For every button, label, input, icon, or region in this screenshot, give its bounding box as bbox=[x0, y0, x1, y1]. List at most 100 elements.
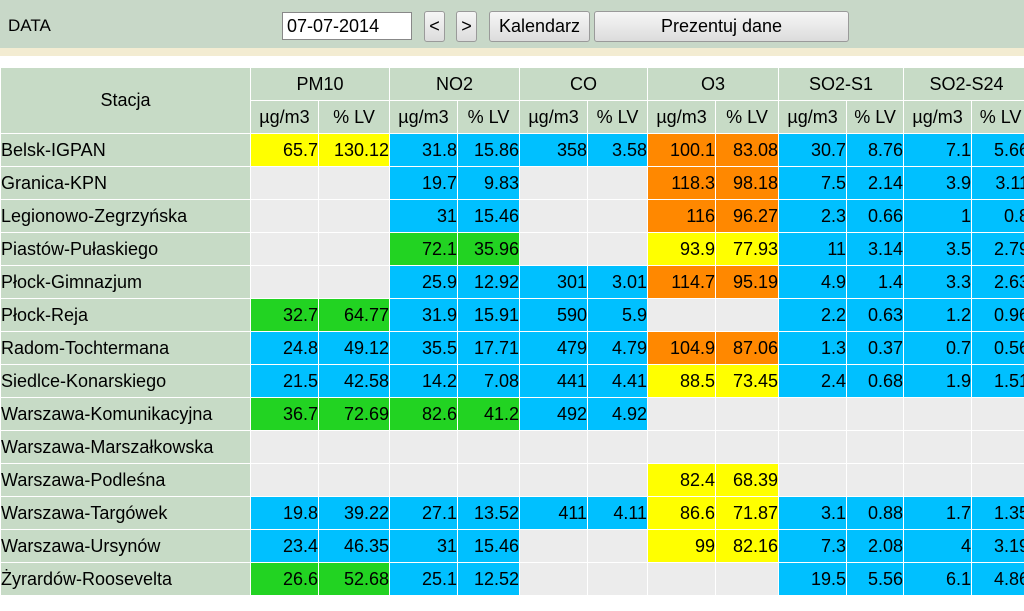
table-row: Warszawa-Targówek 19.8 39.22 27.1 13.52 411 4.… bbox=[0, 496, 1024, 530]
limit-percent-cell: 3.14 bbox=[846, 232, 905, 266]
limit-percent-cell bbox=[318, 166, 390, 200]
table-row: Siedlce-Konarskiego 21.5 42.58 14.2 7.08 441 4… bbox=[0, 364, 1024, 398]
unit-header: µg/m3 bbox=[647, 100, 717, 134]
concentration-cell bbox=[903, 397, 973, 431]
limit-percent-cell: 39.22 bbox=[318, 496, 390, 530]
station-name: Warszawa-Targówek bbox=[0, 496, 251, 530]
concentration-cell bbox=[519, 430, 589, 464]
unit-header: % LV bbox=[456, 100, 521, 134]
table-row: Warszawa-Podleśna 82.4 68.39 bbox=[0, 463, 1024, 497]
concentration-cell: 27.1 bbox=[389, 496, 458, 530]
unit-header: % LV bbox=[318, 100, 390, 134]
concentration-cell: 65.7 bbox=[250, 133, 319, 167]
limit-percent-cell: 42.58 bbox=[318, 364, 390, 398]
concentration-cell: 411 bbox=[519, 496, 589, 530]
concentration-cell: 31.8 bbox=[389, 133, 458, 167]
concentration-cell: 358 bbox=[519, 133, 589, 167]
unit-header: % LV bbox=[587, 100, 649, 134]
concentration-cell: 32.7 bbox=[250, 298, 319, 332]
station-name: Płock-Reja bbox=[0, 298, 251, 332]
station-name: Siedlce-Konarskiego bbox=[0, 364, 251, 398]
limit-percent-cell: 2.14 bbox=[846, 166, 905, 200]
concentration-cell: 479 bbox=[519, 331, 589, 365]
separator-band bbox=[0, 48, 1024, 56]
station-name: Radom-Tochtermana bbox=[0, 331, 251, 365]
limit-percent-cell: 1.4 bbox=[846, 265, 905, 299]
pollutant-header: CO bbox=[519, 67, 649, 101]
limit-percent-cell bbox=[587, 529, 649, 563]
unit-header: µg/m3 bbox=[903, 100, 973, 134]
air-quality-table: Stacja PM10 NO2 CO O3 SO2-S1 SO2-S24 µg/m3% LV µ… bbox=[0, 67, 1024, 596]
limit-percent-cell bbox=[846, 463, 905, 497]
table-row: Piastów-Pułaskiego 72.1 35.96 93.9 77.93 11 3.… bbox=[0, 232, 1024, 266]
limit-percent-cell bbox=[587, 562, 649, 596]
concentration-cell: 30.7 bbox=[778, 133, 848, 167]
limit-percent-cell: 49.12 bbox=[318, 331, 390, 365]
pollutant-header: O3 bbox=[647, 67, 780, 101]
limit-percent-cell: 96.27 bbox=[715, 199, 780, 233]
concentration-cell bbox=[903, 463, 973, 497]
limit-percent-cell: 1.51 bbox=[971, 364, 1024, 398]
concentration-cell: 441 bbox=[519, 364, 589, 398]
table-row: Żyrardów-Roosevelta 26.6 52.68 25.1 12.52 19.… bbox=[0, 562, 1024, 596]
table-row: Warszawa-Komunikacyjna 36.7 72.69 82.6 41.2 4… bbox=[0, 397, 1024, 431]
limit-percent-cell: 4.92 bbox=[587, 397, 649, 431]
limit-percent-cell bbox=[971, 430, 1024, 464]
concentration-cell: 1.2 bbox=[903, 298, 973, 332]
unit-header: % LV bbox=[846, 100, 905, 134]
limit-percent-cell: 68.39 bbox=[715, 463, 780, 497]
limit-percent-cell bbox=[715, 397, 780, 431]
limit-percent-cell bbox=[587, 463, 649, 497]
concentration-cell: 116 bbox=[647, 199, 717, 233]
limit-percent-cell: 0.56 bbox=[971, 331, 1024, 365]
concentration-cell bbox=[389, 463, 458, 497]
concentration-cell: 14.2 bbox=[389, 364, 458, 398]
separator-gap bbox=[0, 56, 1024, 67]
concentration-cell: 118.3 bbox=[647, 166, 717, 200]
limit-percent-cell bbox=[318, 463, 390, 497]
limit-percent-cell: 87.06 bbox=[715, 331, 780, 365]
limit-percent-cell: 3.11 bbox=[971, 166, 1024, 200]
date-input[interactable] bbox=[282, 12, 412, 40]
concentration-cell bbox=[647, 397, 717, 431]
station-name: Legionowo-Zegrzyńska bbox=[0, 199, 251, 233]
limit-percent-cell: 15.46 bbox=[456, 529, 521, 563]
limit-percent-cell bbox=[971, 397, 1024, 431]
table-row: Belsk-IGPAN 65.7 130.12 31.8 15.86 358 3.58 100… bbox=[0, 133, 1024, 167]
limit-percent-cell: 15.46 bbox=[456, 199, 521, 233]
concentration-cell: 25.1 bbox=[389, 562, 458, 596]
concentration-cell: 114.7 bbox=[647, 265, 717, 299]
concentration-cell bbox=[647, 298, 717, 332]
concentration-cell: 11 bbox=[778, 232, 848, 266]
toolbar: DATA < > Kalendarz Prezentuj dane bbox=[0, 0, 1024, 48]
calendar-button[interactable]: Kalendarz bbox=[489, 11, 590, 42]
concentration-cell: 1 bbox=[903, 199, 973, 233]
limit-percent-cell: 72.69 bbox=[318, 397, 390, 431]
limit-percent-cell: 4.86 bbox=[971, 562, 1024, 596]
table-row: Płock-Reja 32.7 64.77 31.9 15.91 590 5.9 2.2 0.6… bbox=[0, 298, 1024, 332]
pollutant-header: SO2-S1 bbox=[778, 67, 905, 101]
table-row: Legionowo-Zegrzyńska 31 15.46 116 96.27 2.3 0.… bbox=[0, 199, 1024, 233]
concentration-cell: 19.7 bbox=[389, 166, 458, 200]
limit-percent-cell: 12.92 bbox=[456, 265, 521, 299]
limit-percent-cell: 83.08 bbox=[715, 133, 780, 167]
limit-percent-cell bbox=[318, 265, 390, 299]
concentration-cell: 590 bbox=[519, 298, 589, 332]
limit-percent-cell: 8.76 bbox=[846, 133, 905, 167]
show-data-button[interactable]: Prezentuj dane bbox=[594, 11, 849, 42]
table-row: Warszawa-Marszałkowska bbox=[0, 430, 1024, 464]
concentration-cell bbox=[519, 463, 589, 497]
unit-header: µg/m3 bbox=[778, 100, 848, 134]
next-day-button[interactable]: > bbox=[456, 11, 477, 42]
concentration-cell bbox=[519, 529, 589, 563]
limit-percent-cell: 95.19 bbox=[715, 265, 780, 299]
limit-percent-cell bbox=[456, 430, 521, 464]
concentration-cell: 19.5 bbox=[778, 562, 848, 596]
limit-percent-cell: 4.11 bbox=[587, 496, 649, 530]
limit-percent-cell bbox=[846, 397, 905, 431]
station-name: Płock-Gimnazjum bbox=[0, 265, 251, 299]
concentration-cell: 492 bbox=[519, 397, 589, 431]
unit-header: µg/m3 bbox=[250, 100, 319, 134]
limit-percent-cell: 0.66 bbox=[846, 199, 905, 233]
prev-day-button[interactable]: < bbox=[424, 11, 445, 42]
